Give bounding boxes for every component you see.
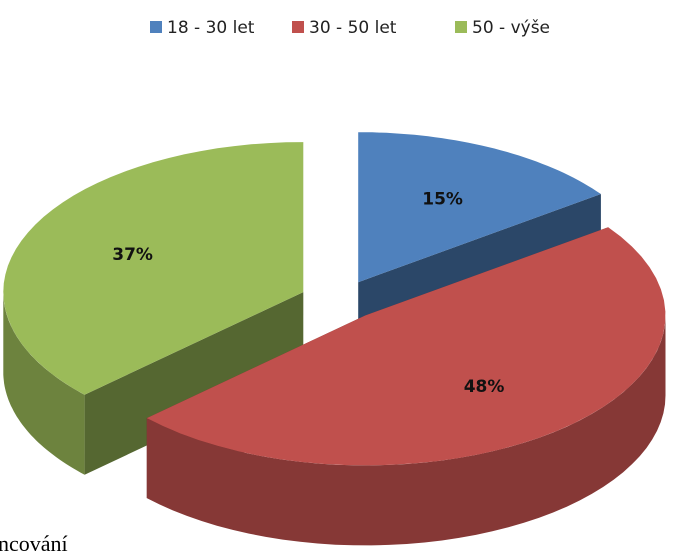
text-fragment: ncování — [0, 531, 68, 556]
data-label: 15% — [422, 189, 463, 209]
data-label: 37% — [112, 245, 153, 265]
legend-label: 30 - 50 let — [309, 18, 397, 38]
legend: 18 - 30 let 30 - 50 let 50 - výše — [150, 18, 550, 38]
slice-wall — [84, 292, 304, 475]
legend-swatch — [150, 21, 162, 33]
legend-swatch — [292, 21, 304, 33]
slice — [146, 227, 666, 466]
slice-side — [3, 292, 85, 475]
slice-side — [146, 315, 666, 546]
data-label: 48% — [464, 377, 505, 397]
legend-swatch — [455, 21, 467, 33]
slice — [358, 132, 601, 283]
slice — [3, 142, 304, 395]
legend-label: 18 - 30 let — [167, 18, 255, 38]
pie: 15% 48% 37% — [3, 132, 666, 546]
legend-label: 50 - výše — [472, 18, 550, 38]
